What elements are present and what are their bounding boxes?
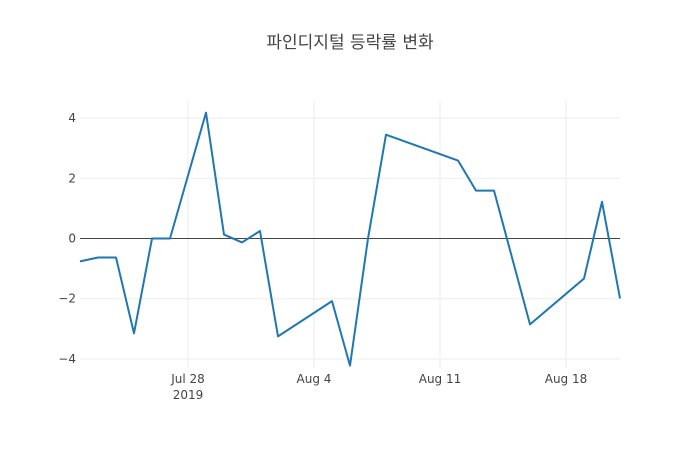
x-gridlines	[187, 100, 567, 368]
series-line-0	[79, 111, 621, 367]
y-tick-label: −4	[58, 352, 76, 366]
y-tick-label: 4	[68, 111, 76, 125]
x-tick-label: Aug 18	[545, 372, 588, 386]
x-tick-label: Aug 4	[297, 372, 332, 386]
y-axis-tick-labels: −4 −2 0 2 4	[58, 111, 76, 366]
y-tick-label: −2	[58, 292, 76, 306]
x-tick-label: Jul 28	[170, 372, 205, 386]
x-tick-label: Aug 11	[419, 372, 462, 386]
y-tick-label: 2	[68, 171, 76, 185]
x-tick-sublabel: 2019	[173, 388, 204, 402]
chart-title: 파인디지털 등락률 변화	[266, 33, 434, 53]
y-tick-label: 0	[68, 232, 76, 246]
x-axis-tick-labels: Jul 28 2019 Aug 4 Aug 11 Aug 18	[170, 372, 587, 402]
series-layer	[79, 111, 621, 367]
